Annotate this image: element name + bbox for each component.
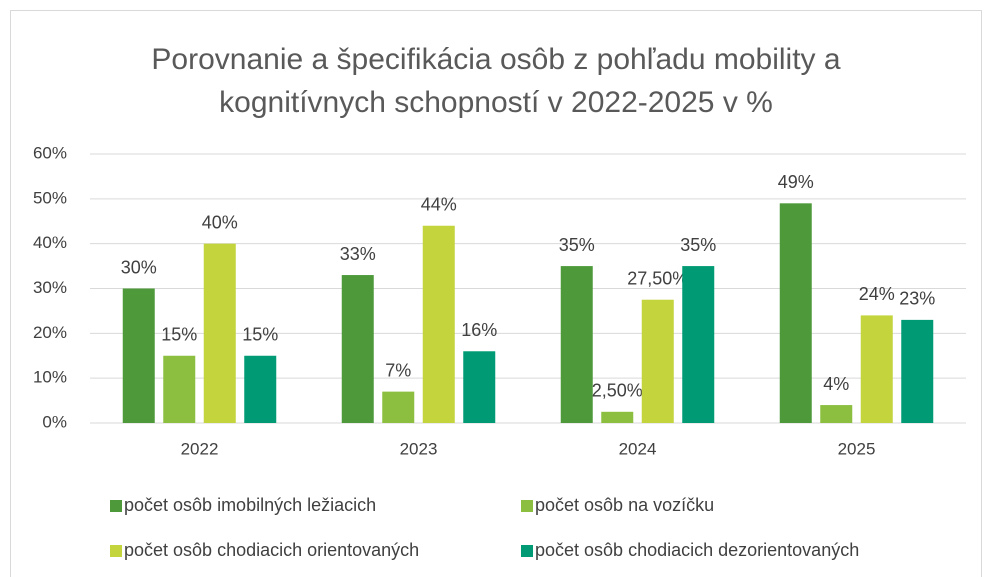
data-label: 35% [559,235,595,255]
bar [682,266,715,423]
legend-label: počet osôb chodiacich orientovaných [124,540,419,560]
y-tick-label: 40% [33,233,67,252]
legend-label: počet osôb na vozíčku [535,495,714,515]
bar [382,391,415,423]
bar [244,355,277,423]
bar [601,411,634,423]
bar [820,405,853,423]
data-label: 35% [680,235,716,255]
bar [641,299,674,423]
y-tick-label: 10% [33,368,67,387]
data-label: 30% [121,257,157,277]
chart-title: Porovnanie a špecifikácia osôb z pohľadu… [151,43,841,119]
bar [422,225,455,423]
bar [203,243,236,423]
x-tick-label: 2024 [619,439,657,458]
bar [560,266,593,423]
data-label: 15% [242,325,278,345]
data-label: 44% [421,194,457,214]
legend-label: počet osôb imobilných ležiacich [124,495,376,515]
legend-swatch [521,500,533,512]
legend-swatch [110,500,122,512]
data-label: 40% [202,212,238,232]
legend-swatch [110,545,122,557]
y-tick-label: 30% [33,278,67,297]
bar [463,351,496,423]
y-tick-label: 60% [33,143,67,162]
y-tick-label: 50% [33,188,67,207]
data-label: 23% [899,289,935,309]
bar [901,319,934,423]
chart-border [10,10,982,577]
bar [163,355,196,423]
legend-label: počet osôb chodiacich dezorientovaných [535,540,859,560]
data-label: 27,50% [627,268,688,288]
x-tick-label: 2023 [400,439,438,458]
data-label: 15% [161,325,197,345]
x-tick-label: 2022 [181,439,219,458]
bar [860,315,893,423]
data-label: 2,50% [592,381,643,401]
x-tick-label: 2025 [838,439,876,458]
bar [341,275,374,423]
bar [122,288,155,423]
data-label: 16% [461,320,497,340]
data-label: 49% [778,172,814,192]
data-label: 24% [859,284,895,304]
data-label: 7% [385,360,411,380]
data-label: 4% [823,374,849,394]
y-tick-label: 20% [33,323,67,342]
data-label: 33% [340,244,376,264]
legend-swatch [521,545,533,557]
bar [779,203,812,423]
y-tick-label: 0% [42,412,67,431]
